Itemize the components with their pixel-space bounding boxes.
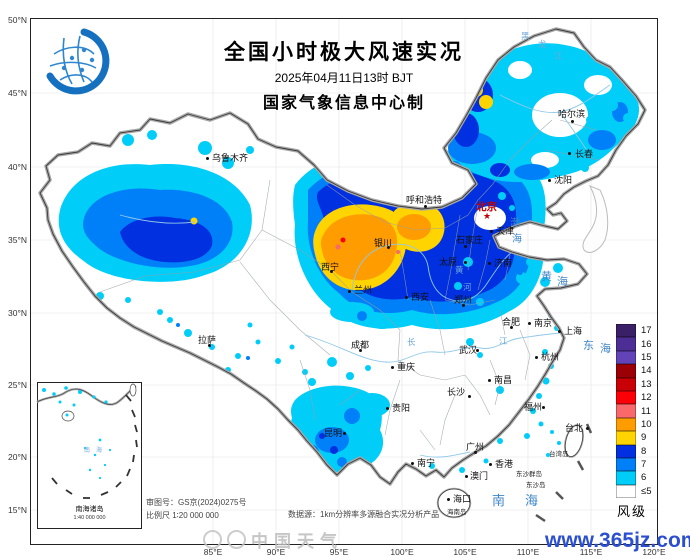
legend-value: ≤5 — [641, 485, 652, 497]
inset-scale: 1:40 000 000 — [73, 515, 106, 521]
legend-value: 11 — [641, 405, 651, 417]
legend-swatch — [616, 350, 636, 365]
legend-swatch — [616, 324, 636, 338]
legend-title: 风级 — [617, 504, 648, 519]
map-approval-number: 审图号：GS京(2024)0275号 — [146, 498, 247, 507]
legend-swatch — [616, 484, 636, 499]
legend-value: 13 — [641, 378, 652, 390]
legend-swatch — [616, 471, 636, 485]
legend-item: 8 — [616, 444, 652, 458]
map-scale: 比例尺 1∶20 000 000 — [146, 511, 219, 520]
legend-item: 16 — [616, 337, 652, 351]
inset-title: 南海诸岛 — [75, 506, 104, 513]
legend-swatch — [616, 417, 636, 432]
legend-item: 12 — [616, 390, 652, 405]
weather-china-watermark: 中国天气 — [203, 527, 343, 552]
legend-item: 9 — [616, 431, 652, 445]
legend-swatch — [616, 404, 636, 418]
legend-value: 17 — [641, 325, 652, 337]
nine-dash-line — [535, 423, 593, 523]
legend-swatch — [616, 390, 636, 405]
province-borders — [99, 119, 601, 451]
legend-item: ≤5 — [616, 484, 652, 499]
legend-value: 14 — [641, 365, 652, 377]
legend-swatch — [616, 457, 636, 472]
nmic-logo — [42, 28, 110, 95]
korea-outline — [582, 185, 609, 253]
legend-item: 6 — [616, 471, 652, 485]
rivers — [119, 84, 611, 458]
legend-item: 11 — [616, 404, 652, 418]
legend-item: 7 — [616, 457, 652, 472]
legend-value: 7 — [641, 459, 647, 471]
legend-item: 14 — [616, 364, 652, 378]
map-frame — [30, 18, 658, 545]
legend-swatch — [616, 337, 636, 351]
legend-value: 12 — [641, 392, 652, 404]
legend-value: 15 — [641, 351, 652, 363]
watermark-logo-icon — [227, 530, 246, 549]
legend-item: 17 — [616, 324, 652, 338]
legend-swatch — [616, 364, 636, 378]
south-china-sea-inset — [37, 382, 142, 529]
svg-text:南海: 南海 — [84, 446, 108, 454]
data-source: 数据源：1km分辨率多源融合实况分析产品 — [288, 510, 440, 519]
legend-item: 10 — [616, 417, 652, 432]
legend-swatch — [616, 444, 636, 458]
legend-item: 13 — [616, 377, 652, 391]
wind-legend: 17 16 15 14 13 12 11 10 9 8 7 6 ≤5 — [616, 324, 652, 499]
legend-value: 10 — [641, 418, 652, 430]
watermark-365jz: www.365jz.com — [545, 529, 690, 552]
legend-item: 15 — [616, 350, 652, 365]
watermark-logo-icon — [203, 530, 222, 549]
legend-value: 8 — [641, 445, 647, 457]
legend-swatch — [616, 377, 636, 391]
legend-swatch — [616, 431, 636, 445]
china-outline — [38, 27, 647, 519]
legend-value: 6 — [641, 472, 647, 484]
legend-value: 16 — [641, 338, 652, 350]
legend-value: 9 — [641, 432, 647, 444]
